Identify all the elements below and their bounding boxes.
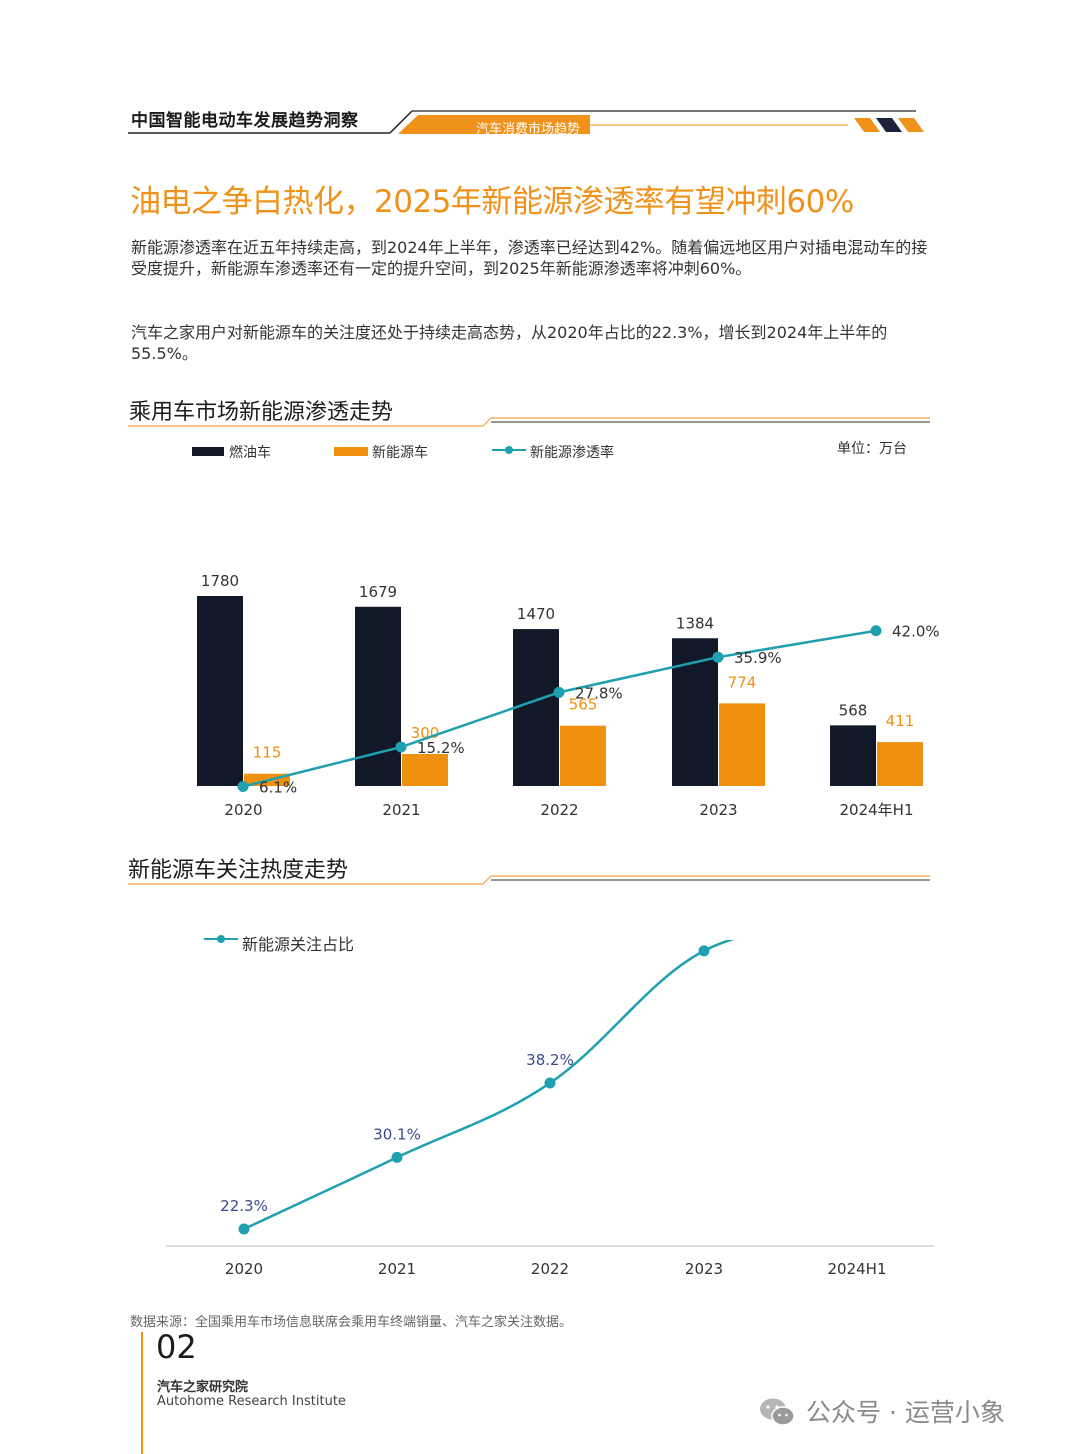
label-nev-2023: 774 [728,673,757,691]
label-nev-2024年H1: 411 [886,712,915,730]
label-ice-2020: 1780 [201,572,239,590]
label-ice-2024年H1: 568 [839,701,868,719]
headline: 油电之争白热化，2025年新能源渗透率有望冲刺60% [130,184,854,220]
section-tag: 汽车消费市场趋势 [476,122,581,137]
bar-nev-2021 [402,753,448,786]
header-band [128,110,924,134]
label-nev-2020: 115 [253,744,282,762]
page-number: 02 [156,1328,197,1366]
stripe-2 [876,118,902,132]
point-rate-2024年H1 [870,625,882,637]
point-rate-2022 [553,686,565,698]
label-nev-2022: 565 [569,696,598,714]
legend-label-ice: 燃油车 [229,445,271,461]
x-tick-2020: 2020 [224,801,262,819]
wechat-icon [760,1398,795,1426]
point-attention-2021 [391,1151,403,1163]
x-tick-2020: 2020 [225,1260,263,1278]
chart1-plot: 1780115202016793002021147056520221384774… [197,572,940,819]
report-title: 中国智能电动车发展趋势洞察 [131,111,359,131]
legend-swatch-ice [192,447,224,456]
label-ice-2023: 1384 [676,614,714,632]
unit-label: 单位：万台 [837,441,907,457]
label-rate-2023: 35.9% [734,649,782,667]
x-tick-2023: 2023 [685,1260,723,1278]
bar-nev-2022 [560,725,606,786]
x-tick-2024年H1: 2024年H1 [840,801,914,819]
point-rate-2020 [237,781,249,793]
label-rate-2020: 6.1% [259,779,297,797]
paragraph-2: 汽车之家用户对新能源车的关注度还处于持续走高态势，从2020年占比的22.3%，… [131,323,888,363]
point-attention-2020 [238,1223,250,1235]
label-attention-2021: 30.1% [373,1125,421,1143]
chart2-heading-rule [128,875,930,885]
label-rate-2021: 15.2% [417,739,465,757]
bar-nev-2024年H1 [877,742,923,786]
x-tick-2022: 2022 [540,801,578,819]
bar-ice-2020 [197,596,243,786]
bar-ice-2023 [672,638,718,786]
data-source: 数据来源：全国乘用车市场信息联席会乘用车终端销量、汽车之家关注数据。 [130,1315,573,1330]
bar-ice-2024年H1 [830,725,876,786]
stripe-3 [898,118,924,132]
section-tag-bg [398,115,590,134]
legend-line-rate [492,446,526,454]
label-ice-2021: 1679 [359,583,397,601]
x-tick-2022: 2022 [531,1260,569,1278]
bar-ice-2021 [355,606,401,786]
chart1-heading-rule [128,417,930,427]
bar-nev-2023 [719,703,765,786]
bar-ice-2022 [513,629,559,786]
point-rate-2021 [395,741,407,753]
x-tick-2023: 2023 [699,801,737,819]
x-tick-2021: 2021 [382,801,420,819]
x-tick-2021: 2021 [378,1260,416,1278]
institute-name-en: Autohome Research Institute [157,1394,346,1409]
footer-accent-bar [141,1332,143,1454]
legend-label-rate: 新能源渗透率 [530,445,614,461]
paragraph-1: 新能源渗透率在近五年持续走高，到2024年上半年，渗透率已经达到42%。随着偏远… [131,238,928,278]
legend-line-attention [204,935,238,943]
x-tick-2024H1: 2024H1 [828,1260,887,1278]
chart1-title: 乘用车市场新能源渗透走势 [129,400,394,425]
point-attention-2022 [544,1077,556,1089]
label-ice-2022: 1470 [517,605,555,623]
chart2-title: 新能源车关注热度走势 [128,858,349,883]
point-rate-2023 [712,651,724,663]
label-attention-2020: 22.3% [220,1197,268,1215]
label-attention-2022: 38.2% [526,1051,574,1069]
institute-name-cn: 汽车之家研究院 [157,1380,249,1395]
legend-swatch-nev [334,447,368,456]
stripe-1 [854,118,880,132]
point-attention-2023 [698,945,710,957]
legend-label-attention: 新能源关注占比 [242,935,355,954]
chart2-plot: 20202021202220232024H122.3%30.1%38.2%52.… [166,940,934,1278]
label-rate-2024年H1: 42.0% [892,623,940,641]
label-rate-2022: 27.8% [575,684,623,702]
watermark: 公众号 · 运营小象 [806,1398,1005,1427]
legend-label-nev: 新能源车 [372,445,428,461]
